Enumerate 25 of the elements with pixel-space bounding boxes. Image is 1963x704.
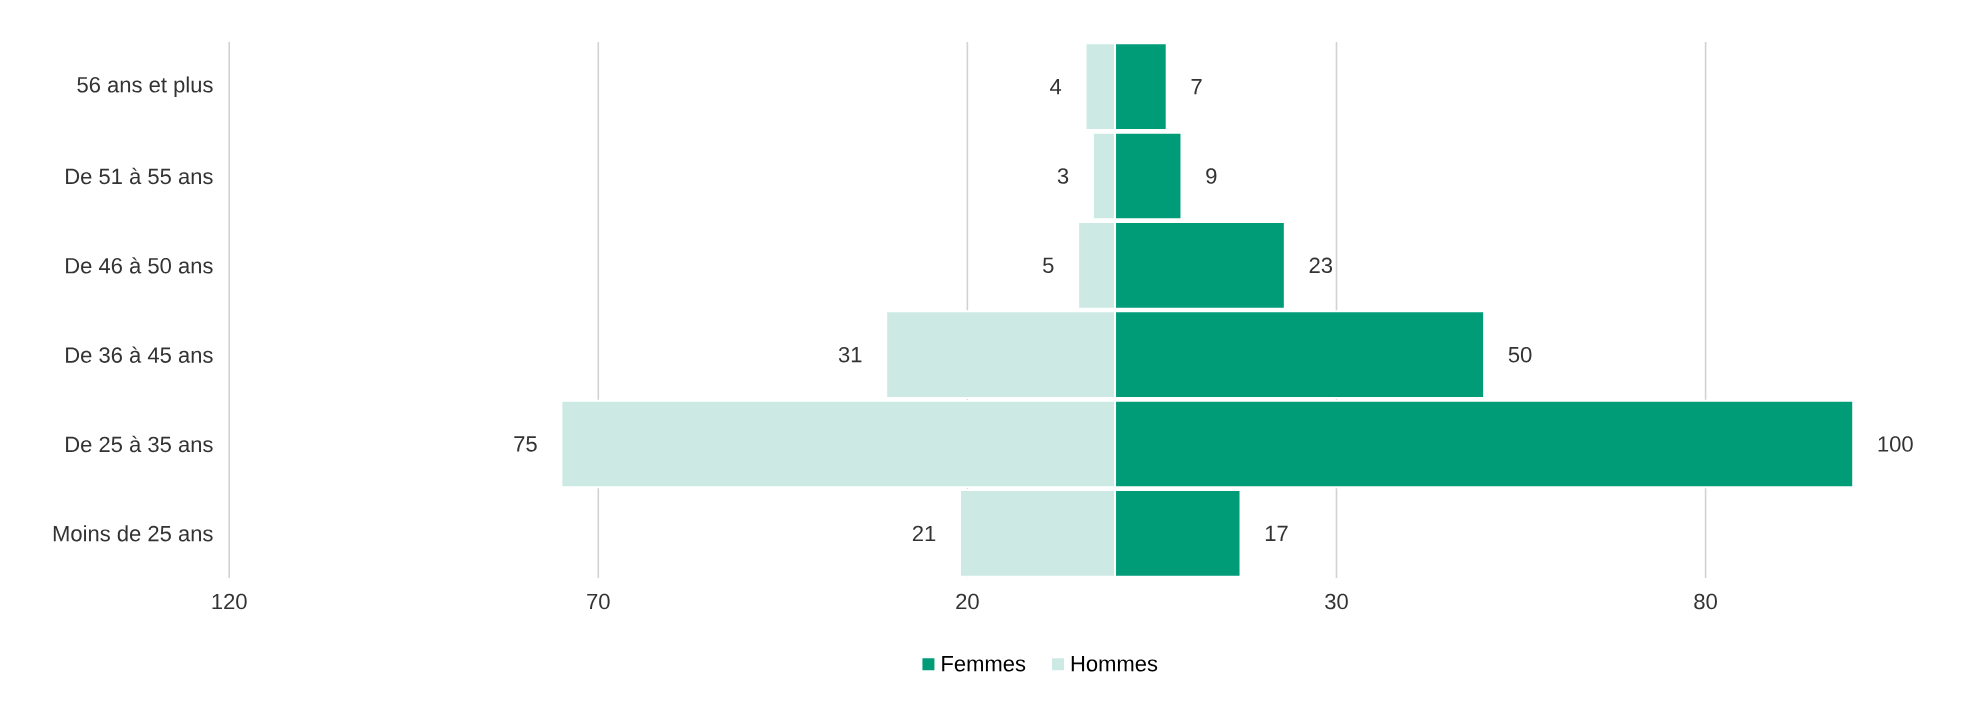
y-tick-label: De 51 à 55 ans bbox=[66, 167, 213, 185]
x-tick-label: 80 bbox=[1694, 593, 1717, 610]
x-tick-label: 20 bbox=[956, 593, 979, 610]
data-label: 3 bbox=[1057, 168, 1069, 184]
y-tick-label: De 25 à 35 ans bbox=[66, 435, 213, 453]
x-tick-label: 70 bbox=[587, 593, 610, 610]
data-label: 75 bbox=[514, 436, 537, 452]
data-label: 9 bbox=[1206, 168, 1217, 184]
y-tick-label: De 46 à 50 ans bbox=[66, 257, 213, 274]
data-label: 50 bbox=[1508, 346, 1532, 363]
data-label: 5 bbox=[1043, 257, 1054, 274]
x-tick-label: 30 bbox=[1325, 593, 1348, 610]
data-label: 4 bbox=[1050, 79, 1062, 95]
data-label: 7 bbox=[1191, 79, 1202, 95]
y-tick-label: 56 ans et plus bbox=[77, 76, 213, 97]
x-tick-label: 120 bbox=[212, 593, 247, 610]
legend-label: Femmes bbox=[942, 656, 1026, 672]
data-label: 100 bbox=[1878, 436, 1913, 452]
data-label: 23 bbox=[1309, 257, 1333, 274]
data-label: 31 bbox=[838, 346, 862, 363]
data-label: 17 bbox=[1265, 525, 1288, 541]
y-tick-label: Moins de 25 ans bbox=[53, 525, 213, 542]
y-tick-label: De 36 à 45 ans bbox=[66, 346, 213, 363]
legend-label: Hommes bbox=[1071, 656, 1158, 672]
data-label: 21 bbox=[912, 525, 936, 542]
